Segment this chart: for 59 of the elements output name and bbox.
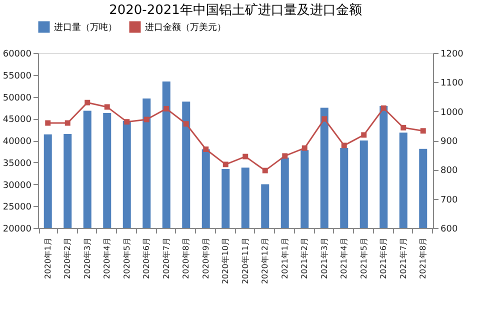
point bbox=[144, 116, 150, 122]
y-tick-label: 55000 bbox=[2, 71, 32, 82]
point bbox=[380, 105, 386, 111]
point bbox=[322, 116, 328, 122]
y-tick-label: 35000 bbox=[2, 158, 32, 169]
x-tick-label: 2021年3月 bbox=[320, 238, 329, 279]
point bbox=[64, 120, 70, 126]
y-tick-label: 30000 bbox=[2, 180, 32, 191]
point bbox=[104, 104, 110, 110]
point bbox=[183, 121, 189, 127]
x-tick-label: 2021年4月 bbox=[340, 238, 349, 279]
y2-tick-label: 800 bbox=[440, 166, 458, 176]
y2-tick-label: 700 bbox=[440, 195, 458, 206]
y-tick-label: 45000 bbox=[2, 115, 32, 126]
point bbox=[400, 124, 406, 130]
x-tick-label: 2020年1月 bbox=[43, 238, 52, 279]
point bbox=[84, 100, 90, 106]
point bbox=[242, 154, 248, 160]
y-tick-label: 25000 bbox=[2, 202, 32, 213]
x-tick-label: 2020年6月 bbox=[142, 238, 152, 279]
point bbox=[262, 168, 268, 174]
point bbox=[164, 106, 170, 112]
x-tick-label: 2020年7月 bbox=[162, 238, 171, 279]
point bbox=[222, 162, 228, 168]
x-tick-label: 2020年3月 bbox=[82, 238, 92, 279]
y-tick-label: 60000 bbox=[2, 50, 32, 60]
y2-tick-label: 1200 bbox=[440, 50, 464, 60]
point bbox=[341, 142, 347, 148]
point bbox=[420, 128, 426, 134]
point bbox=[203, 146, 209, 152]
x-tick-label: 2020年11月 bbox=[240, 238, 250, 284]
chart-title: 2020-2021年中国铝土矿进口量及进口金额 bbox=[109, 3, 362, 18]
point bbox=[361, 132, 367, 138]
point bbox=[302, 145, 308, 151]
y2-tick-label: 1100 bbox=[440, 78, 464, 89]
x-tick-label: 2020年2月 bbox=[63, 238, 72, 279]
y-tick-label: 40000 bbox=[2, 137, 32, 147]
x-tick-label: 2021年5月 bbox=[359, 238, 368, 279]
x-tick-label: 2020年4月 bbox=[102, 238, 112, 279]
y2-tick-label: 900 bbox=[440, 137, 458, 147]
x-tick-label: 2020年10月 bbox=[221, 238, 230, 284]
x-tick-label: 2021年6月 bbox=[379, 238, 388, 279]
point bbox=[282, 153, 288, 159]
legend-label: 进口金额（万美元） bbox=[145, 22, 226, 33]
x-tick-label: 2021年1月 bbox=[280, 238, 290, 279]
x-tick-label: 2020年12月 bbox=[260, 238, 270, 284]
x-tick-label: 2020年9月 bbox=[201, 238, 210, 279]
y-tick-label: 20000 bbox=[2, 224, 32, 234]
x-tick-label: 2021年7月 bbox=[398, 238, 408, 279]
x-tick-label: 2021年8月 bbox=[418, 238, 428, 279]
legend-label: 进口量（万吨） bbox=[54, 22, 117, 33]
x-tick-label: 2020年8月 bbox=[182, 238, 191, 279]
x-tick-label: 2020年5月 bbox=[122, 238, 132, 279]
x-tick-label: 2021年2月 bbox=[300, 238, 310, 279]
y2-tick-label: 600 bbox=[440, 224, 458, 234]
point bbox=[45, 120, 51, 126]
y-tick-label: 50000 bbox=[2, 93, 32, 104]
y2-tick-label: 1000 bbox=[440, 108, 464, 118]
point bbox=[124, 119, 130, 125]
